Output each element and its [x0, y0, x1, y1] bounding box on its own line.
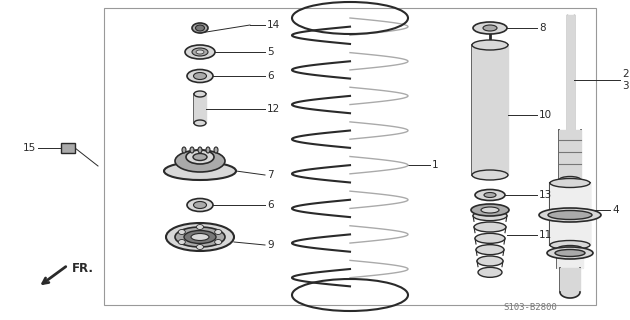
Ellipse shape [483, 25, 497, 31]
Text: 11: 11 [539, 230, 553, 240]
Ellipse shape [185, 45, 215, 59]
Ellipse shape [215, 239, 222, 244]
Ellipse shape [472, 40, 508, 50]
Text: 10: 10 [539, 110, 552, 120]
Ellipse shape [193, 73, 207, 79]
Ellipse shape [175, 227, 225, 247]
Ellipse shape [195, 25, 205, 31]
Ellipse shape [477, 256, 503, 266]
Text: 5: 5 [267, 47, 273, 57]
Ellipse shape [192, 48, 208, 56]
Ellipse shape [175, 150, 225, 172]
Ellipse shape [550, 241, 590, 250]
Ellipse shape [194, 91, 206, 97]
Ellipse shape [192, 23, 208, 33]
Ellipse shape [187, 69, 213, 83]
Ellipse shape [473, 22, 507, 34]
Ellipse shape [186, 150, 214, 164]
Ellipse shape [475, 189, 505, 201]
Text: 6: 6 [267, 200, 273, 210]
Ellipse shape [193, 154, 207, 161]
Ellipse shape [191, 234, 209, 241]
Ellipse shape [198, 147, 202, 153]
Text: 9: 9 [267, 240, 273, 250]
Polygon shape [559, 130, 581, 180]
Ellipse shape [166, 223, 234, 251]
Text: 12: 12 [267, 103, 280, 114]
Text: 3: 3 [622, 81, 629, 91]
Polygon shape [557, 249, 583, 268]
Ellipse shape [194, 120, 206, 126]
Ellipse shape [206, 147, 210, 153]
Ellipse shape [196, 50, 204, 54]
Ellipse shape [555, 250, 585, 257]
Ellipse shape [474, 222, 506, 232]
Ellipse shape [187, 198, 213, 212]
Text: 13: 13 [539, 190, 553, 200]
Text: 7: 7 [267, 170, 273, 180]
Ellipse shape [178, 229, 185, 235]
Text: 14: 14 [267, 20, 280, 30]
Polygon shape [472, 45, 508, 175]
Ellipse shape [182, 147, 186, 153]
Text: 1: 1 [432, 160, 438, 170]
Bar [61, 143, 75, 153]
Ellipse shape [476, 245, 504, 255]
Ellipse shape [539, 208, 601, 222]
Polygon shape [550, 183, 590, 245]
Ellipse shape [548, 211, 592, 220]
Ellipse shape [550, 179, 590, 188]
Ellipse shape [484, 193, 496, 197]
Ellipse shape [214, 147, 218, 153]
Ellipse shape [193, 202, 207, 209]
Polygon shape [560, 292, 580, 298]
Ellipse shape [471, 204, 509, 216]
Text: 2: 2 [622, 69, 629, 79]
Ellipse shape [473, 211, 507, 221]
Text: 8: 8 [539, 23, 546, 33]
Text: 15: 15 [23, 143, 36, 153]
Polygon shape [560, 268, 580, 292]
Polygon shape [566, 15, 573, 130]
Ellipse shape [178, 239, 185, 244]
Text: 4: 4 [612, 205, 619, 215]
Ellipse shape [481, 207, 499, 213]
Text: FR.: FR. [72, 261, 94, 275]
Ellipse shape [190, 147, 194, 153]
Text: 6: 6 [267, 71, 273, 81]
Ellipse shape [197, 244, 203, 250]
Ellipse shape [557, 245, 583, 252]
Ellipse shape [197, 225, 203, 229]
Text: S103-B2800: S103-B2800 [503, 303, 557, 313]
Ellipse shape [559, 177, 581, 183]
Ellipse shape [215, 229, 222, 235]
Ellipse shape [472, 170, 508, 180]
Ellipse shape [164, 162, 236, 180]
Ellipse shape [478, 267, 502, 277]
Ellipse shape [547, 247, 593, 259]
Polygon shape [194, 94, 206, 123]
Ellipse shape [475, 233, 505, 243]
Bar [104, 8, 596, 305]
Ellipse shape [184, 230, 216, 244]
